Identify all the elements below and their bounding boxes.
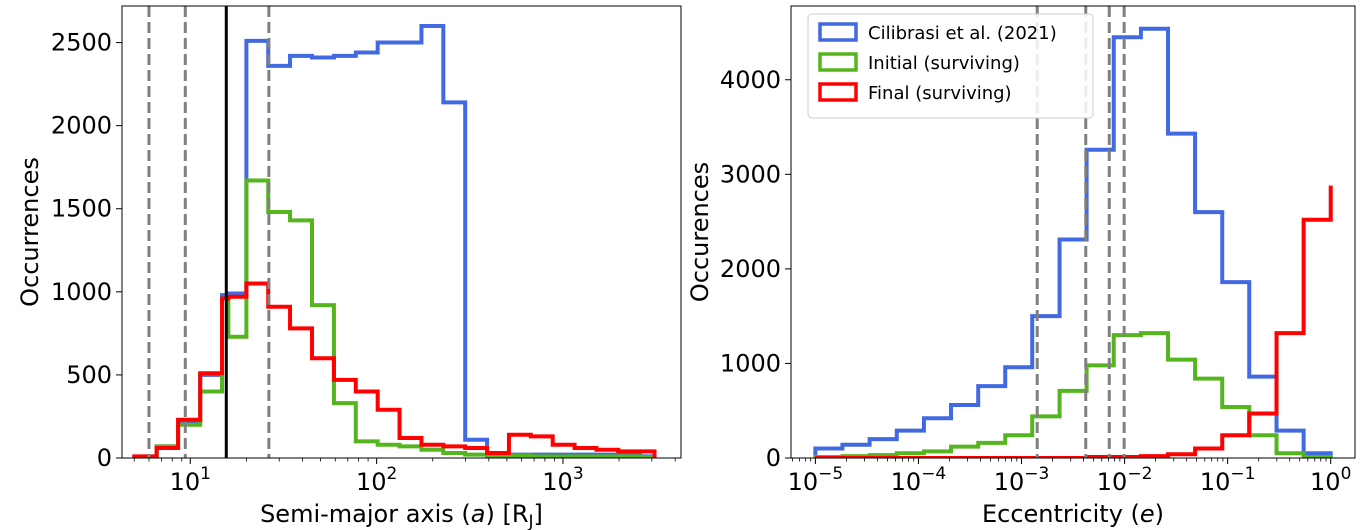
legend: Cilibrasi et al. (2021) Initial (survivin… xyxy=(807,13,1094,119)
y-axis-label: Occurences xyxy=(686,162,714,302)
x-tick-label: 103 xyxy=(542,464,583,496)
x-tick-label: 102 xyxy=(356,464,397,496)
plot-area xyxy=(132,6,657,458)
x-axis-label: Eccentricity (e) xyxy=(982,500,1164,528)
chart-panel-1: 0 500 1000 1500 2000 2500 101 102 103 Semi-major … xyxy=(16,5,682,530)
chart-panel-2: 0 1000 2000 3000 4000 10−5 10−4 10−3 10−2 10−1 100… xyxy=(686,5,1356,528)
x-tick-label: 10−3 xyxy=(994,464,1050,496)
y-tick-label: 4000 xyxy=(720,66,781,94)
legend-label: Cilibrasi et al. (2021) xyxy=(868,23,1057,44)
y-axis-label: Occurrences xyxy=(16,157,44,307)
histogram-series-1 xyxy=(813,26,1333,458)
y-tick-label: 0 xyxy=(97,444,112,472)
histogram-series-3 xyxy=(132,281,657,458)
y-tick-label: 1000 xyxy=(720,349,781,377)
y-tick-label: 2000 xyxy=(720,255,781,283)
legend-label: Initial (surviving) xyxy=(868,53,1020,74)
x-tick-label: 10−1 xyxy=(1200,464,1256,496)
plot-area xyxy=(813,6,1333,458)
x-tick-label: 10−5 xyxy=(788,464,844,496)
legend-label: Final (surviving) xyxy=(868,83,1012,104)
x-tick-label: 10−2 xyxy=(1097,464,1153,496)
legend-swatch xyxy=(818,22,858,42)
y-tick-label: 2000 xyxy=(51,112,112,140)
y-tick-label: 0 xyxy=(766,444,781,472)
y-tick-label: 2500 xyxy=(51,29,112,57)
y-tick-label: 1000 xyxy=(51,278,112,306)
y-tick-label: 1500 xyxy=(51,195,112,223)
legend-swatch xyxy=(818,82,858,102)
y-tick-label: 3000 xyxy=(720,160,781,188)
x-tick-label: 101 xyxy=(170,464,211,496)
x-tick-label: 10−4 xyxy=(891,464,947,496)
histogram-series-2 xyxy=(134,178,657,458)
plot-frame xyxy=(121,5,682,459)
plot-frame xyxy=(790,5,1356,459)
legend-box xyxy=(807,13,1094,119)
x-axis-label: Semi-major axis (a) [RJ] xyxy=(260,500,543,530)
legend-swatch xyxy=(818,52,858,72)
x-tick-label: 100 xyxy=(1310,464,1351,496)
y-tick-label: 500 xyxy=(66,361,112,389)
histogram-series-3 xyxy=(815,185,1333,458)
